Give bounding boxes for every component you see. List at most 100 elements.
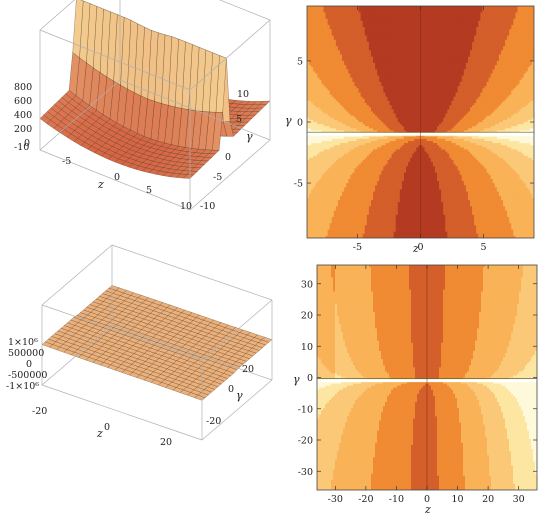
contour-cell <box>360 157 364 161</box>
contour-cell <box>346 164 349 167</box>
contour-cell <box>358 227 362 231</box>
contour-cell <box>360 187 364 191</box>
contour-cell <box>333 126 337 129</box>
contour-cell <box>344 159 347 163</box>
contour-cell <box>313 151 316 155</box>
contour-cell <box>348 138 351 142</box>
contour-cell <box>352 33 356 37</box>
contour-cell <box>344 60 347 64</box>
contour-cell <box>327 20 331 24</box>
contour-cell <box>319 109 323 113</box>
contour-cell <box>309 14 312 18</box>
contour-cell <box>315 124 318 127</box>
contour-cell <box>362 94 366 98</box>
contour-cell <box>348 18 351 22</box>
contour-cell <box>311 170 314 174</box>
contour-cell <box>315 75 318 79</box>
contour-cell <box>315 79 318 83</box>
contour-cell <box>325 113 329 117</box>
contour-cell <box>331 119 335 123</box>
contour-cell <box>333 107 337 110</box>
contour-cell <box>319 134 323 138</box>
contour-cell <box>323 31 327 35</box>
contour-cell <box>311 58 314 62</box>
contour-cell <box>362 39 366 43</box>
contour-cell <box>325 181 329 184</box>
contour-cell <box>337 162 341 165</box>
contour-cell <box>346 119 349 123</box>
contour-cell <box>323 208 327 212</box>
contour-cell <box>356 52 360 56</box>
contour-cell <box>317 71 320 75</box>
contour-cell <box>350 197 353 201</box>
contour-cell <box>352 202 356 205</box>
contour-cell <box>346 27 349 30</box>
contour-cell <box>335 143 339 146</box>
contour-cell <box>337 84 341 87</box>
contour-cell <box>323 216 327 220</box>
contour-cell <box>313 98 316 102</box>
contour-cell <box>352 170 356 174</box>
contour-cell <box>346 115 349 119</box>
contour-cell <box>358 79 362 83</box>
contour-cell <box>350 227 353 231</box>
contour-cell <box>319 90 323 94</box>
contour-cell <box>346 22 349 26</box>
contour-cell <box>309 10 312 13</box>
contour-cell <box>344 202 347 205</box>
contour-cell <box>309 231 312 235</box>
contour-cell <box>313 176 316 180</box>
contour-cell <box>309 94 312 98</box>
contour-cell <box>315 227 318 231</box>
contour-cell <box>358 77 362 81</box>
contour-cell <box>333 147 337 151</box>
contour-cell <box>342 185 345 188</box>
contour-cell <box>317 216 320 220</box>
contour-cell <box>311 193 314 197</box>
contour-cell <box>350 155 353 159</box>
contour-cell <box>335 183 339 186</box>
contour-cell <box>346 20 349 24</box>
contour-cell <box>340 117 343 121</box>
contour-cell <box>319 221 323 224</box>
contour-cell <box>346 52 349 56</box>
contour-cell <box>333 12 337 16</box>
contour-cell <box>309 37 312 41</box>
contour-cell <box>337 176 341 180</box>
contour-cell <box>315 37 318 41</box>
contour-cell <box>309 88 312 91</box>
contour-cell <box>317 75 320 79</box>
contour-cell <box>342 122 345 125</box>
contour-cell <box>333 162 337 165</box>
contour-cell <box>315 155 318 159</box>
contour-cell <box>323 58 327 62</box>
contour-cell <box>317 208 320 212</box>
contour-cell <box>325 136 329 140</box>
contour-cell <box>309 225 312 229</box>
contour-cell <box>346 67 349 70</box>
contour-cell <box>325 145 329 148</box>
contour-cell <box>317 22 320 26</box>
contour-cell <box>321 183 325 186</box>
contour-cell <box>337 153 341 157</box>
contour-cell <box>313 105 316 108</box>
contour-cell <box>354 221 358 224</box>
contour-cell <box>317 58 320 62</box>
contour-cell <box>360 119 364 123</box>
contour-cell <box>346 185 349 188</box>
contour-cell <box>348 29 351 32</box>
contour-cell <box>315 149 318 153</box>
contour-cell <box>356 58 360 62</box>
contour-cell <box>309 164 312 167</box>
contour-cell <box>333 155 337 159</box>
contour-cell <box>358 233 362 237</box>
contour-cell <box>313 191 316 195</box>
contour-cell <box>333 225 337 229</box>
contour-cell <box>352 143 356 146</box>
contour-cell <box>337 197 341 201</box>
contour-cell <box>358 16 362 20</box>
contour-cell <box>321 88 325 91</box>
contour-cell <box>350 178 353 182</box>
contour-cell <box>352 107 356 110</box>
contour-cell <box>327 210 331 214</box>
